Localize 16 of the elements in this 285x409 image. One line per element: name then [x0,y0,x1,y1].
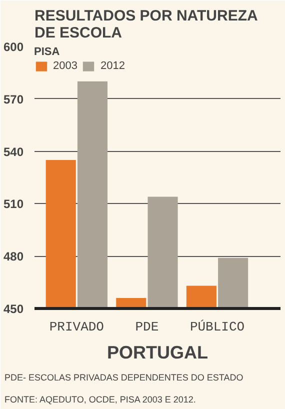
text: PDE- ESCOLAS PRIVADAS DEPENDENTES DO ESTADO [4,372,244,382]
x-tick-label: PDE [135,320,159,334]
y-tick-label: 570 [3,92,24,106]
y-tick-label: 450 [3,302,24,316]
y-tick-label: 510 [3,197,24,212]
x-tick-label: PÚBLICO [190,320,245,334]
x-tick-label: PRIVADO [49,320,104,334]
legend-label: 2012 [100,60,125,72]
source-note: FONTE: AQEDUTO, OCDE, PISA 2003 E 2012. [4,394,196,404]
legend-title: PISA [34,46,61,58]
x-axis-title: PORTUGAL [107,342,208,362]
legend-label: 2003 [53,60,78,72]
chart-title: RESULTADOS POR NATUREZA DE ESCOLA [34,8,258,42]
y-tick-label: 540 [3,144,24,159]
y-tick-label: 600 [3,40,24,54]
y-tick-label: 480 [3,250,24,264]
